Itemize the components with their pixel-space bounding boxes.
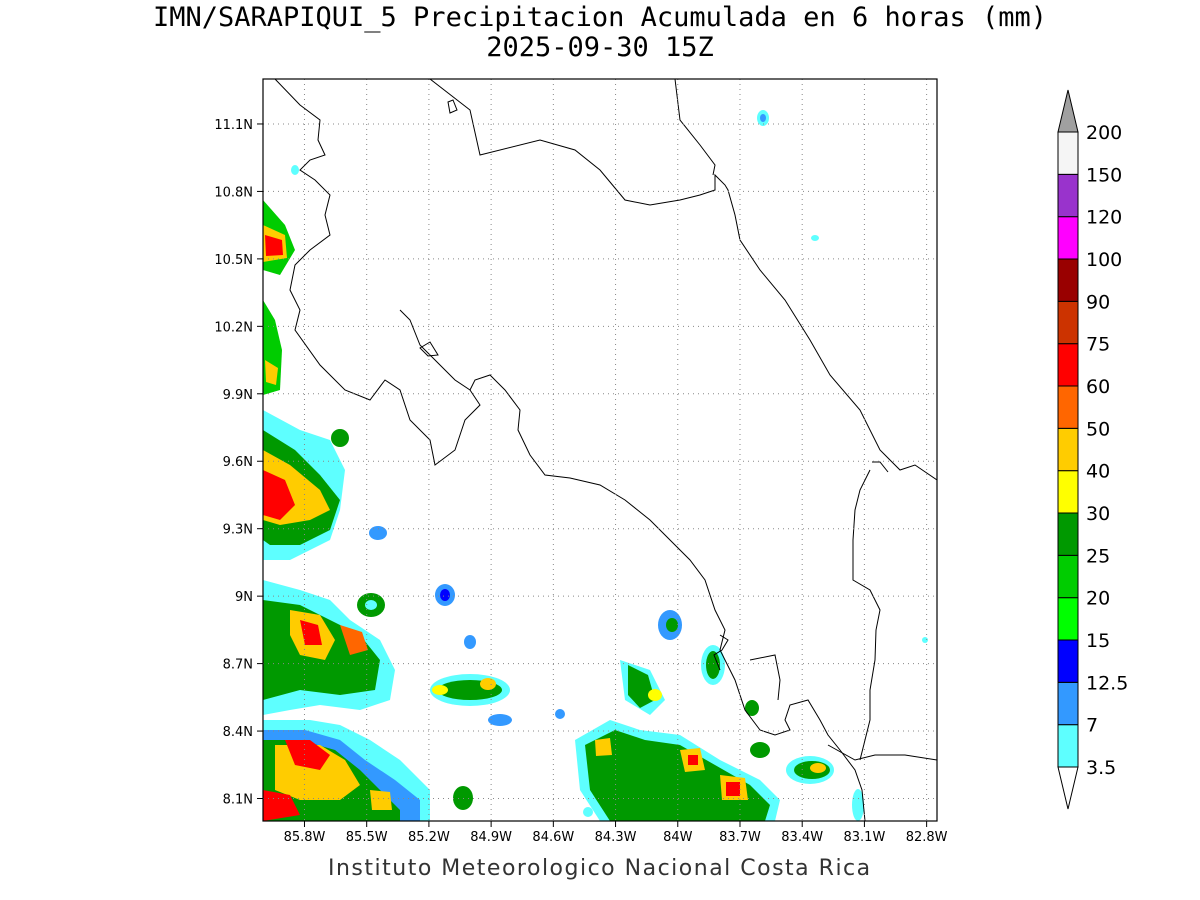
lon-tick-label: 84.9W	[470, 830, 512, 845]
colorbar-label: 75	[1086, 334, 1110, 356]
colorbar-label: 12.5	[1086, 672, 1128, 694]
colorbar-segment	[1057, 512, 1079, 556]
axis-ticks: 85.8W 85.5W 85.2W 84.9W 84.6W 84.3W 84W 83.7W 83…	[214, 118, 947, 845]
colorbar-segment	[1057, 258, 1079, 302]
colorbar-high-arrow	[1057, 89, 1079, 133]
colorbar-segment	[1057, 470, 1079, 514]
colorbar-label: 120	[1086, 207, 1122, 229]
coastline	[274, 79, 937, 821]
map-grid	[263, 79, 937, 821]
colorbar-low-arrow	[1057, 766, 1079, 810]
colorbar-label: 200	[1086, 122, 1122, 144]
colorbar-label: 20	[1086, 588, 1110, 610]
colorbar-label: 3.5	[1086, 757, 1116, 779]
colorbar-label: 60	[1086, 376, 1110, 398]
colorbar-label: 15	[1086, 630, 1110, 652]
colorbar-segment	[1057, 554, 1079, 599]
lat-tick-label: 10.8N	[214, 185, 253, 200]
map-title-line2: 2025-09-30 15Z	[486, 32, 714, 63]
lon-tick-label: 84.3W	[595, 830, 637, 845]
colorbar-segment	[1057, 216, 1079, 260]
colorbar-segment	[1057, 173, 1079, 218]
colorbar-label: 25	[1086, 545, 1110, 567]
colorbar-segment	[1057, 597, 1079, 641]
lon-tick-label: 85.2W	[408, 830, 450, 845]
lon-tick-label: 82.8W	[906, 830, 948, 845]
lat-tick-label: 10.5N	[214, 253, 253, 268]
colorbar-segment	[1057, 681, 1079, 726]
colorbar-segment	[1057, 639, 1079, 683]
lon-tick-label: 83.1W	[844, 830, 886, 845]
colorbar-segment	[1057, 343, 1079, 387]
lon-tick-label: 84W	[663, 830, 693, 845]
lat-tick-label: 8.1N	[223, 793, 253, 808]
lat-tick-label: 8.4N	[223, 725, 253, 740]
lat-tick-label: 9N	[235, 590, 253, 605]
lon-tick-label: 84.6W	[532, 830, 574, 845]
colorbar-segment	[1057, 300, 1079, 345]
footer-credit: Instituto Meteorologico Nacional Costa R…	[328, 856, 872, 881]
colorbar: 3.5 7 12.5 15 20 25 30 40 50 60 75 90 100 120 150 200	[1057, 89, 1128, 810]
colorbar-segment	[1057, 724, 1079, 768]
colorbar-label: 100	[1086, 249, 1122, 271]
colorbar-label: 50	[1086, 418, 1110, 440]
colorbar-segment	[1057, 131, 1079, 175]
colorbar-label: 150	[1086, 164, 1122, 186]
colorbar-label: 40	[1086, 461, 1110, 483]
precipitation-field	[263, 110, 928, 821]
lat-tick-label: 11.1N	[214, 118, 253, 133]
lon-tick-label: 85.8W	[284, 830, 326, 845]
lon-tick-label: 83.4W	[781, 830, 823, 845]
map-title-line1: IMN/SARAPIQUI_5 Precipitacion Acumulada …	[152, 2, 1048, 33]
lat-tick-label: 9.6N	[223, 455, 253, 470]
lat-tick-label: 8.7N	[223, 658, 253, 673]
colorbar-segment	[1057, 385, 1079, 429]
colorbar-segment	[1057, 427, 1079, 472]
map-frame	[262, 78, 938, 822]
lon-tick-label: 83.7W	[719, 830, 761, 845]
colorbar-label: 7	[1086, 715, 1098, 737]
colorbar-label: 90	[1086, 291, 1110, 313]
lon-tick-label: 85.5W	[346, 830, 388, 845]
colorbar-label: 30	[1086, 503, 1110, 525]
lat-tick-label: 9.9N	[223, 388, 253, 403]
lat-tick-label: 10.2N	[214, 320, 253, 335]
lat-tick-label: 9.3N	[223, 523, 253, 538]
